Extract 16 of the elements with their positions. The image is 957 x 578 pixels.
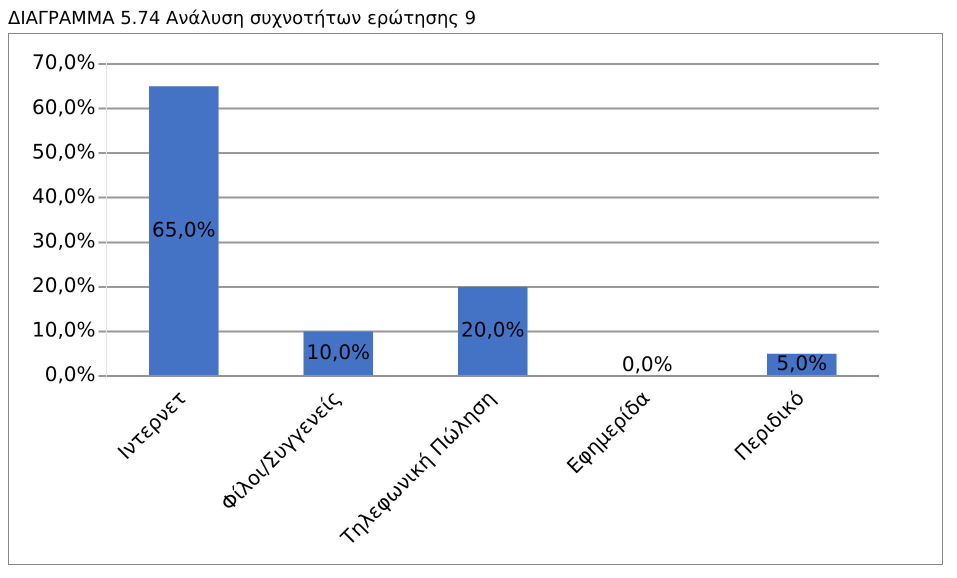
y-tick-label: 60,0% — [32, 94, 96, 119]
y-tick-label: 50,0% — [32, 139, 96, 164]
y-tick-label: 30,0% — [32, 228, 96, 253]
y-tick-label: 0,0% — [44, 362, 96, 386]
bar — [458, 286, 528, 376]
bar — [149, 86, 219, 376]
y-tick-label: 10,0% — [32, 318, 96, 342]
data-label: 20,0% — [460, 318, 525, 342]
y-tick-label: 70,0% — [32, 50, 96, 74]
data-label: 5,0% — [776, 351, 828, 376]
data-label: 65,0% — [152, 217, 216, 242]
y-tick-label: 20,0% — [32, 273, 96, 298]
chart-title: ΔΙΑΓΡΑΜΜΑ 5.74 Ανάλυση συχνοτήτων ερώτησης 9 — [8, 8, 478, 29]
data-label: 10,0% — [306, 340, 370, 364]
data-label: 0,0% — [622, 352, 673, 376]
y-tick-label: 40,0% — [32, 184, 96, 208]
